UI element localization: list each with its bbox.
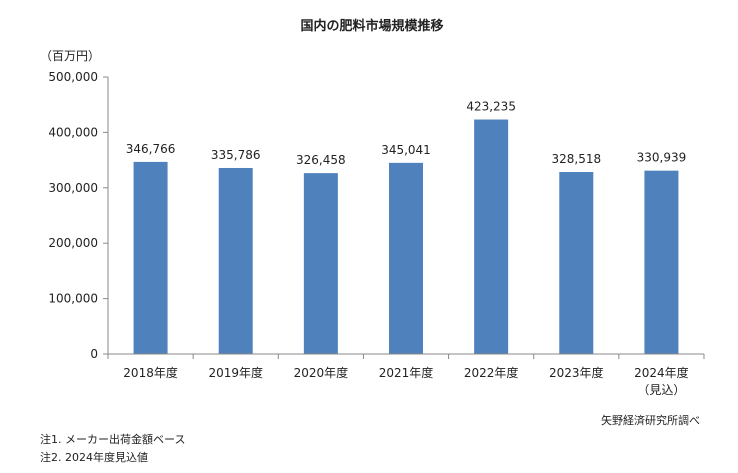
x-tick-label: 2024年度 xyxy=(634,365,689,380)
data-label: 326,458 xyxy=(296,153,346,167)
bar xyxy=(303,173,338,354)
footnote-1: 注1. メーカー出荷金額ベース xyxy=(40,433,186,446)
data-label: 346,766 xyxy=(126,142,176,156)
bar xyxy=(559,172,594,354)
y-axis: 0 100,000 200,000 300,000 400,000 500,000 xyxy=(48,70,109,361)
bar xyxy=(644,170,679,354)
data-label: 345,041 xyxy=(381,143,431,157)
y-axis-unit-label: （百万円） xyxy=(40,49,100,63)
x-tick-label: 2018年度 xyxy=(123,365,178,380)
y-tick-label: 100,000 xyxy=(48,292,98,306)
x-axis: 2018年度 2019年度 2020年度 2021年度 2022年度 2023年度 2024… xyxy=(107,353,705,397)
data-label: 335,786 xyxy=(211,148,261,162)
y-tick-label: 500,000 xyxy=(48,70,98,84)
bar xyxy=(474,119,509,355)
x-tick-label: 2023年度 xyxy=(549,365,604,380)
bar xyxy=(389,162,423,354)
y-tick-label: 200,000 xyxy=(48,236,98,250)
bars: 346,766 335,786 326,458 345,041 423,235 328,5… xyxy=(126,100,687,355)
chart-title: 国内の肥料市場規模推移 xyxy=(300,18,443,34)
y-tick-label: 0 xyxy=(90,347,98,361)
data-label: 328,518 xyxy=(551,152,601,166)
bar xyxy=(218,167,253,354)
x-tick-label: 2021年度 xyxy=(379,365,434,380)
x-tick-label: 2019年度 xyxy=(208,365,263,380)
y-tick-label: 400,000 xyxy=(48,125,98,139)
x-tick-label: （見込） xyxy=(637,383,685,397)
data-label: 423,235 xyxy=(466,100,516,114)
data-label: 330,939 xyxy=(637,151,687,165)
source-credit: 矢野経済研究所調べ xyxy=(601,414,700,427)
x-tick-label: 2022年度 xyxy=(464,365,519,380)
x-tick-label: 2020年度 xyxy=(294,365,349,380)
footnote-2: 注2. 2024年度見込値 xyxy=(40,451,148,464)
bar xyxy=(133,161,168,354)
y-tick-label: 300,000 xyxy=(48,181,98,195)
bar-chart: 国内の肥料市場規模推移 （百万円） 0 100,000 200,000 300,000… xyxy=(40,18,705,397)
